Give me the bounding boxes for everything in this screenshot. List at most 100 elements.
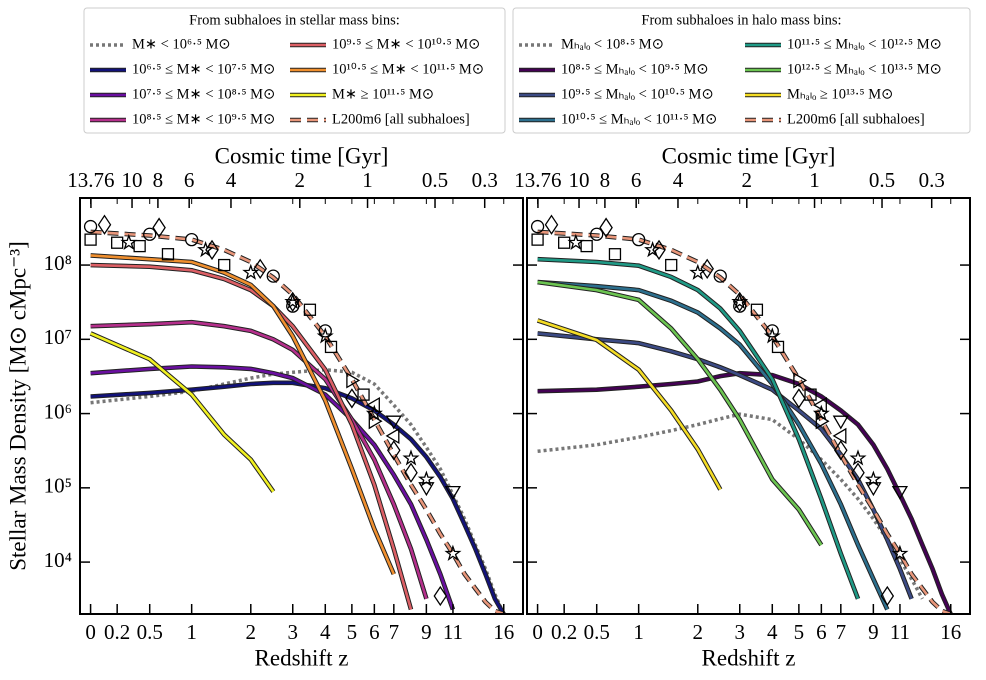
- legend-label: L200m6 [all subhaloes]: [787, 111, 925, 127]
- x2-tick-label: 6: [631, 168, 642, 192]
- x-tick-label: 1: [633, 620, 644, 644]
- observation-marker: [385, 427, 400, 445]
- x-axis-label: Redshift z: [255, 645, 349, 670]
- observation-marker: [689, 263, 707, 280]
- observation-marker: [444, 544, 462, 561]
- x-tick-label: 6: [816, 620, 827, 644]
- x-tick-label: 2: [693, 620, 704, 644]
- x2-tick-label: 13.76: [514, 168, 561, 192]
- observation-marker: [387, 440, 401, 461]
- x2-tick-label: 6: [184, 168, 195, 192]
- series-line: [90, 230, 505, 614]
- observation-marker: [83, 219, 98, 234]
- observation-marker: [218, 258, 231, 272]
- observation-marker: [111, 236, 124, 249]
- x-tick-label: 0.2: [104, 620, 130, 644]
- x2-tick-label: 1: [809, 168, 820, 192]
- x-tick-label: 7: [389, 620, 400, 644]
- observation-marker: [324, 340, 338, 354]
- legend-label: 10⁷·⁵ ≤ M∗ < 10⁸·⁵ M⊙: [132, 86, 275, 102]
- observation-marker: [832, 415, 849, 430]
- observation-marker: [161, 248, 175, 261]
- x-tick-label: 2: [246, 620, 257, 644]
- x2-tick-label: 10: [122, 168, 143, 192]
- observation-marker: [197, 240, 215, 258]
- observation-marker: [418, 482, 435, 497]
- legend-label: 10¹⁰·⁵ ≤ Mₕₐₗₒ < 10¹¹·⁵ M⊙: [561, 111, 717, 127]
- y-tick-label: 10⁷: [44, 325, 72, 349]
- observation-marker: [771, 340, 785, 354]
- legend-label: 10¹¹·⁵ ≤ Mₕₐₗₒ < 10¹²·⁵ M⊙: [787, 36, 942, 52]
- x-tick-label: 0: [532, 620, 543, 644]
- observation-marker: [763, 327, 781, 344]
- x2-tick-label: 2: [295, 168, 306, 192]
- observation-marker: [143, 227, 157, 241]
- y-tick-label: 10⁴: [44, 548, 72, 572]
- series-line-outline: [536, 318, 723, 491]
- x-tick-label: 0.5: [137, 620, 163, 644]
- x-tick-label: 4: [320, 620, 331, 644]
- y-tick-label: 10⁸: [44, 251, 72, 275]
- axes-frame: [79, 197, 524, 615]
- series-line: [90, 263, 413, 610]
- observation-marker: [793, 372, 808, 389]
- observation-marker: [444, 485, 462, 500]
- legend-label: 10⁸·⁵ ≤ M∗ < 10⁹·⁵ M⊙: [132, 111, 275, 127]
- observation-marker: [417, 470, 435, 487]
- observation-marker: [700, 258, 714, 279]
- x-tick-label: 16: [493, 620, 514, 644]
- observation-marker: [286, 299, 300, 313]
- legend-label: 10¹⁰·⁵ ≤ M∗ < 10¹¹·⁵ M⊙: [332, 61, 484, 77]
- x2-tick-label: 0.3: [472, 168, 498, 192]
- series-line: [90, 254, 395, 575]
- series-line-outline: [90, 229, 505, 614]
- observation-marker: [120, 233, 138, 251]
- legend-label: M∗ ≥ 10¹¹·⁵ M⊙: [332, 86, 434, 102]
- legend-label: L200m6 [all subhaloes]: [332, 111, 470, 127]
- series-line: [537, 319, 722, 491]
- legend-label: Mₕₐₗₒ < 10⁸·⁵ M⊙: [561, 36, 664, 52]
- x-tick-label: 0.5: [584, 620, 610, 644]
- x-tick-label: 5: [347, 620, 358, 644]
- observation-marker: [832, 427, 847, 445]
- x2-tick-label: 2: [742, 168, 753, 192]
- observation-marker: [284, 292, 302, 310]
- observation-marker: [665, 258, 678, 272]
- observation-marker: [433, 585, 448, 607]
- x-tick-label: 11: [890, 620, 910, 644]
- observation-marker: [891, 485, 909, 500]
- observation-marker: [242, 263, 260, 280]
- series-line: [537, 230, 952, 614]
- x2-tick-label: 1: [362, 168, 373, 192]
- observation-marker: [713, 269, 727, 283]
- series-line: [537, 280, 823, 546]
- x2-tick-label: 0.5: [869, 168, 895, 192]
- observation-marker: [84, 233, 97, 246]
- observation-marker: [285, 291, 300, 312]
- observation-marker: [531, 233, 544, 246]
- observation-marker: [834, 440, 848, 461]
- series-line-outline: [537, 370, 953, 614]
- series-line: [537, 371, 952, 614]
- legend-title: From subhaloes in halo mass bins:: [641, 12, 841, 28]
- legend-label: M∗ < 10⁶·⁵ M⊙: [132, 36, 231, 52]
- y-tick-label: 10⁵: [44, 474, 72, 498]
- x-tick-label: 0.2: [551, 620, 577, 644]
- observation-marker: [880, 585, 895, 607]
- observation-marker: [318, 324, 332, 338]
- observation-marker: [345, 388, 359, 409]
- observation-marker: [599, 217, 613, 238]
- x2-tick-label: 10: [569, 168, 590, 192]
- series-line: [90, 332, 275, 493]
- observation-marker: [346, 372, 361, 389]
- x2-tick-label: 13.76: [67, 168, 114, 192]
- series-line: [537, 332, 913, 600]
- observation-marker: [253, 258, 267, 279]
- observation-marker: [97, 214, 112, 235]
- x-tick-label: 11: [443, 620, 463, 644]
- legend-label: 10⁹·⁵ ≤ M∗ < 10¹⁰·⁵ M⊙: [332, 36, 480, 52]
- observation-marker: [632, 232, 646, 247]
- legend-title: From subhaloes in stellar mass bins:: [189, 12, 400, 28]
- x2-axis-label: Cosmic time [Gyr]: [215, 143, 389, 168]
